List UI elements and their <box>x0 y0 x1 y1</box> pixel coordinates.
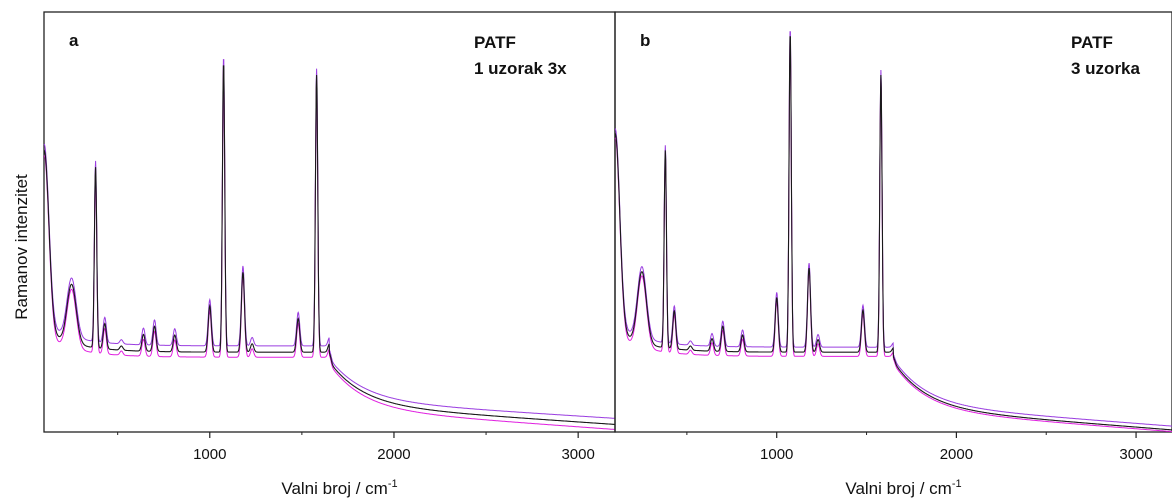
spectrum-series-3 <box>43 65 615 425</box>
annotation-line: 3 uzorka <box>1071 59 1141 78</box>
annotation-line: PATF <box>474 33 516 52</box>
x-tick-label: 2000 <box>940 446 973 463</box>
spectrum-series-1 <box>614 31 1172 427</box>
x-tick-label: 3000 <box>561 446 594 463</box>
panel-letter: b <box>640 31 650 50</box>
plot-frame-b <box>614 11 1172 433</box>
x-axis-label: Valni broj / cm-1 <box>845 478 961 498</box>
panel-a: 1000 2000 3000 Valni broj / cm-1 a PATF 1 uzor… <box>43 11 616 498</box>
annotation-line: 1 uzorak 3x <box>474 59 567 78</box>
y-axis-label: Ramanov intenzitet <box>12 174 31 320</box>
spectrum-series-2 <box>614 40 1172 433</box>
spectrum-series-3 <box>614 36 1172 431</box>
spectrum-series-2 <box>43 70 616 430</box>
panel-letter: a <box>69 31 79 50</box>
x-axis-label: Valni broj / cm-1 <box>281 478 397 498</box>
x-tick-label: 2000 <box>377 446 410 463</box>
panel-b: 1000 2000 3000 Valni broj / cm-1 b PATF 3 uzor… <box>614 11 1172 498</box>
spectrum-series-1 <box>43 59 615 419</box>
annotation-line: PATF <box>1071 33 1113 52</box>
x-tick-label: 1000 <box>760 446 793 463</box>
x-tick-label: 1000 <box>193 446 226 463</box>
x-tick-label: 3000 <box>1119 446 1152 463</box>
